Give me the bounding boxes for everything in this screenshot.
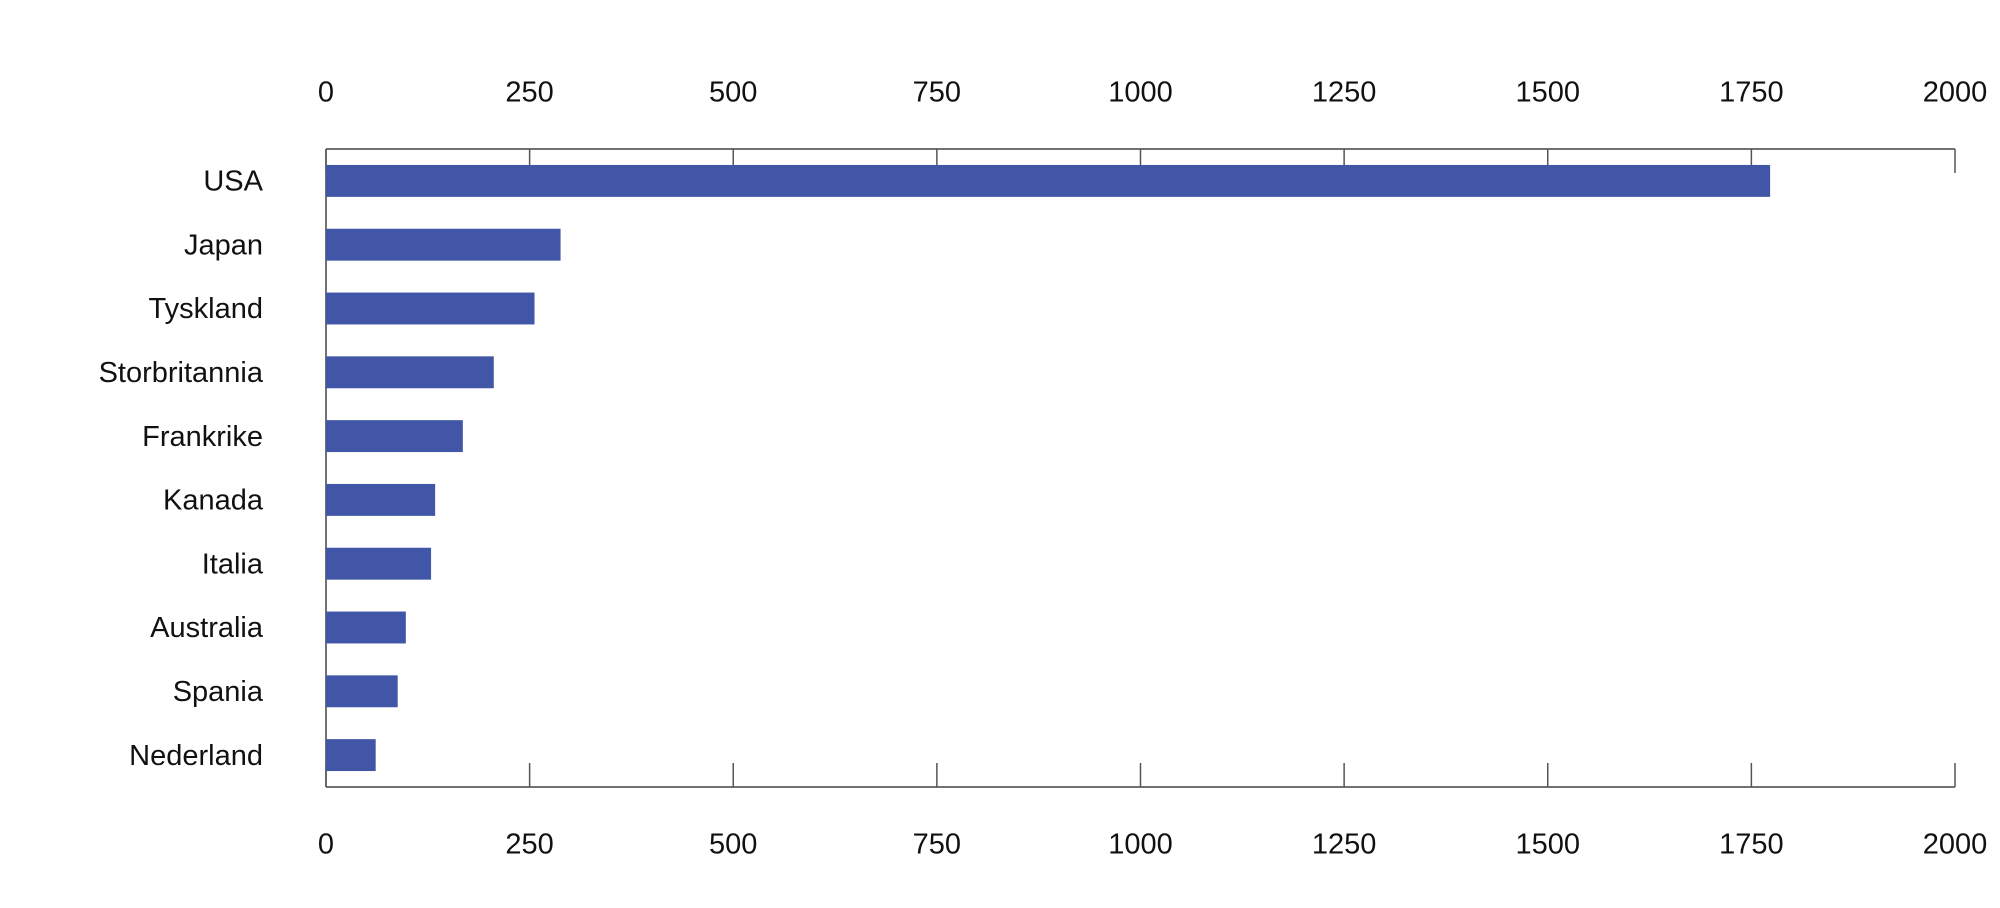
x-tick-label-top: 2000 [1923, 77, 1988, 109]
bar [326, 292, 535, 325]
x-tick-label-top: 1000 [1108, 77, 1173, 109]
category-label: Nederland [129, 740, 263, 772]
x-tick-label-bottom: 250 [505, 829, 553, 861]
x-tick-label-top: 1250 [1312, 77, 1377, 109]
category-label: Australia [150, 612, 264, 644]
category-label: Spania [173, 676, 264, 708]
category-label: Italia [202, 548, 264, 580]
x-tick-label-bottom: 2000 [1923, 829, 1988, 861]
x-tick-label-bottom: 1000 [1108, 829, 1173, 861]
bar [326, 164, 1771, 197]
category-label: Storbritannia [99, 357, 264, 389]
category-label: USA [203, 166, 263, 198]
bar [326, 611, 406, 644]
x-tick-label-top: 1500 [1515, 77, 1580, 109]
bar [326, 356, 494, 389]
x-tick-label-bottom: 1750 [1719, 829, 1784, 861]
x-tick-label-top: 0 [318, 77, 334, 109]
x-tick-label-top: 500 [709, 77, 757, 109]
x-tick-label-top: 1750 [1719, 77, 1784, 109]
category-label: Frankrike [142, 421, 263, 453]
category-label: Japan [184, 229, 263, 261]
x-tick-label-top: 750 [913, 77, 961, 109]
bar [326, 739, 376, 772]
x-tick-label-top: 250 [505, 77, 553, 109]
category-label: Kanada [163, 485, 264, 517]
bar [326, 675, 398, 708]
x-tick-label-bottom: 1500 [1515, 829, 1580, 861]
category-label: Tyskland [149, 293, 263, 325]
x-tick-label-bottom: 500 [709, 829, 757, 861]
bar [326, 483, 436, 516]
bar [326, 547, 432, 580]
bar [326, 228, 561, 261]
x-tick-label-bottom: 750 [913, 829, 961, 861]
x-tick-label-bottom: 0 [318, 829, 334, 861]
bar [326, 420, 463, 453]
x-tick-label-bottom: 1250 [1312, 829, 1377, 861]
